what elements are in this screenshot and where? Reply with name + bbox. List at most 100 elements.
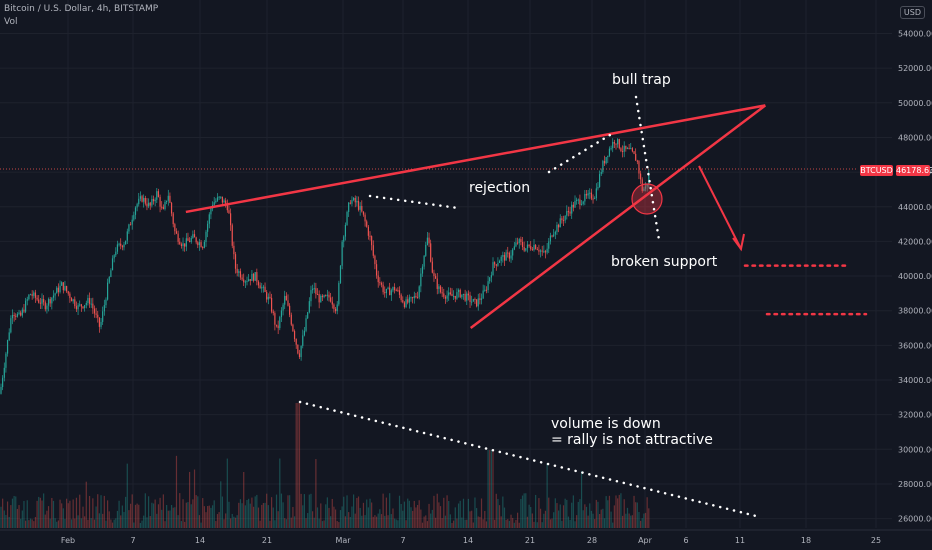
volume-bar xyxy=(538,498,540,528)
volume-bar xyxy=(295,403,297,528)
volume-bar xyxy=(449,514,451,528)
volume-bar xyxy=(402,510,404,528)
candle-up xyxy=(303,330,305,336)
candle-up xyxy=(571,204,573,214)
volume-bar xyxy=(246,499,248,528)
candle-up xyxy=(154,199,156,202)
candle-up xyxy=(438,286,440,289)
volume-bar xyxy=(571,502,573,528)
candle-up xyxy=(6,340,9,354)
candle-up xyxy=(79,304,81,306)
volume-bars xyxy=(0,403,650,528)
volume-bar xyxy=(320,503,322,528)
candle-down xyxy=(590,192,592,199)
volume-bar xyxy=(495,493,497,528)
candle-down xyxy=(31,294,33,296)
candle-up xyxy=(305,318,307,331)
candle-up xyxy=(313,288,315,290)
volume-bar xyxy=(152,503,155,528)
volume-bar xyxy=(535,494,537,528)
volume-bar xyxy=(25,520,27,528)
volume-bar xyxy=(436,493,438,528)
candle-down xyxy=(585,193,588,196)
volume-bar xyxy=(572,495,574,528)
volume-bar xyxy=(46,510,48,528)
volume-bar xyxy=(389,493,391,528)
candle-down xyxy=(508,252,510,259)
volume-bar xyxy=(129,503,132,528)
volume-bar xyxy=(484,510,486,528)
volume-bar xyxy=(392,508,394,528)
volume-bar xyxy=(595,499,597,528)
volume-bar xyxy=(266,493,268,528)
volume-bar xyxy=(349,516,351,528)
volume-bar xyxy=(461,517,463,528)
volume-bar xyxy=(446,495,448,528)
candle-down xyxy=(297,344,299,354)
volume-bar xyxy=(415,507,417,528)
candle-up xyxy=(323,295,325,297)
candle-down xyxy=(449,292,451,295)
volume-bar xyxy=(577,501,579,528)
volume-bar xyxy=(70,519,73,528)
volume-bar xyxy=(49,518,51,528)
volume-bar xyxy=(636,502,638,528)
candle-down xyxy=(266,292,268,300)
volume-bar xyxy=(10,505,12,528)
candle-down xyxy=(476,299,478,307)
volume-bar xyxy=(74,518,76,528)
volume-bar xyxy=(21,510,23,528)
currency-button[interactable]: USD xyxy=(899,6,925,19)
volume-bar xyxy=(275,494,278,528)
last-price-tag: 46178.63 xyxy=(896,165,932,176)
candle-up xyxy=(513,246,515,250)
candle-up xyxy=(307,312,309,319)
candle-up xyxy=(85,302,87,306)
candle-down xyxy=(172,213,174,225)
volume-bar xyxy=(479,516,481,528)
volume-bar xyxy=(474,497,476,528)
candle-up xyxy=(208,214,210,224)
candle-up xyxy=(471,301,473,303)
candle-down xyxy=(74,299,76,307)
volume-bar xyxy=(293,516,296,528)
candle-up xyxy=(21,309,23,316)
candle-up xyxy=(500,256,502,261)
volume-bar xyxy=(57,520,59,528)
volume-bar xyxy=(435,517,437,528)
candle-up xyxy=(143,197,145,202)
volume-bar xyxy=(139,522,141,528)
volume-bar xyxy=(418,500,420,528)
candle-down xyxy=(407,299,409,303)
candle-up xyxy=(353,197,355,201)
candle-down xyxy=(230,213,232,226)
volume-bar xyxy=(476,508,478,528)
volume-bar xyxy=(443,497,445,528)
candle-down xyxy=(243,279,245,283)
candle-up xyxy=(385,288,387,294)
candle-up xyxy=(643,188,645,191)
candle-up xyxy=(420,273,422,287)
candle-down xyxy=(631,148,633,152)
candle-down xyxy=(70,298,73,302)
volume-bar xyxy=(454,507,456,528)
candle-down xyxy=(80,304,82,307)
volume-bar xyxy=(198,515,201,528)
volume-bar xyxy=(62,508,64,528)
candle-down xyxy=(364,214,366,222)
volume-bar xyxy=(536,522,538,528)
candle-up xyxy=(111,258,114,271)
candle-up xyxy=(126,231,128,241)
candle-up xyxy=(220,196,222,198)
volume-bar xyxy=(298,403,301,528)
volume-bar xyxy=(223,519,225,528)
price-tick-label: 34000.00 xyxy=(898,376,932,385)
candle-up xyxy=(167,195,169,201)
candle-up xyxy=(134,207,137,215)
volume-bar xyxy=(594,519,596,528)
volume-bar xyxy=(93,519,96,528)
volume-bar xyxy=(103,495,105,528)
candle-down xyxy=(292,324,294,332)
candle-up xyxy=(457,289,460,293)
